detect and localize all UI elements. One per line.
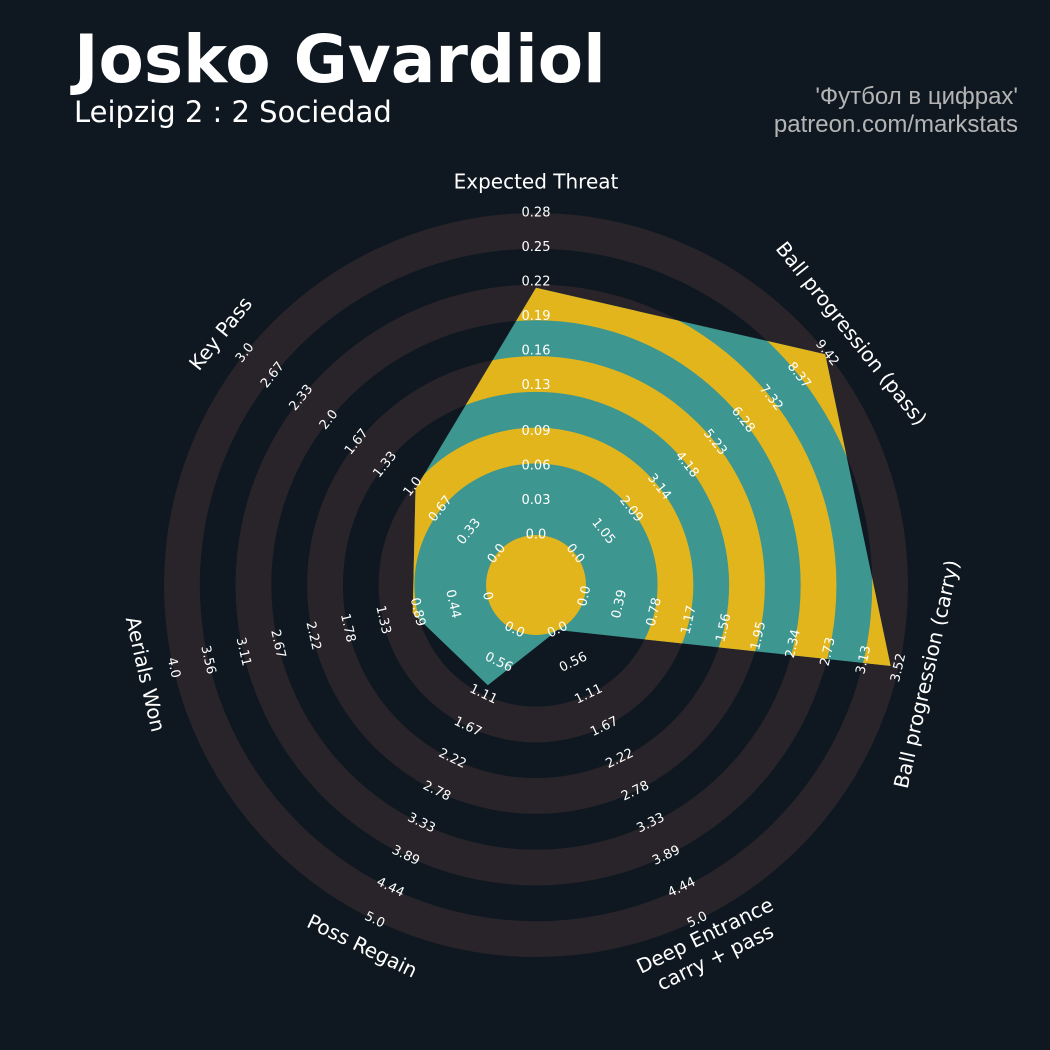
category-label: Expected Threat xyxy=(454,170,619,194)
polygon-ring xyxy=(486,535,586,635)
chart-subtitle: Leipzig 2 : 2 Sociedad xyxy=(74,95,392,129)
tick-label: 0.44 xyxy=(442,588,463,620)
tick-label: 3.56 xyxy=(197,644,218,676)
polygon-rings xyxy=(412,287,891,686)
tick-label: 0.13 xyxy=(522,378,551,393)
tick-label: 1.33 xyxy=(372,604,393,636)
tick-label: 2.22 xyxy=(302,620,323,652)
tick-label: 0.89 xyxy=(407,596,428,628)
tick-label: 0.16 xyxy=(522,344,551,359)
tick-label: 0.0 xyxy=(575,584,594,608)
tick-label: 2.73 xyxy=(818,636,839,668)
tick-label: 0.09 xyxy=(522,424,551,439)
credit: 'Футбол в цифрах' xyxy=(815,83,1018,110)
tick-label: 0 xyxy=(479,590,495,601)
credit: patreon.com/markstats xyxy=(774,111,1018,138)
tick-label: 4.0 xyxy=(164,656,183,680)
tick-label: 0.25 xyxy=(522,240,551,255)
tick-label: 0.0 xyxy=(526,528,547,543)
tick-label: 0.03 xyxy=(522,493,551,508)
tick-label: 2.34 xyxy=(783,628,804,660)
tick-label: 3.11 xyxy=(233,636,254,668)
tick-label: 0.28 xyxy=(522,206,551,221)
chart-title: Josko Gvardiol xyxy=(70,21,606,98)
tick-label: 0.22 xyxy=(522,275,551,290)
tick-label: 0.78 xyxy=(644,596,665,628)
tick-label: 3.13 xyxy=(853,644,874,676)
tick-label: 1.17 xyxy=(679,604,700,636)
tick-label: 1.95 xyxy=(748,620,769,652)
tick-label: 1.78 xyxy=(337,612,358,644)
tick-label: 0.06 xyxy=(522,459,551,474)
tick-label: 1.56 xyxy=(713,612,734,644)
tick-label: 0.19 xyxy=(522,309,551,324)
tick-label: 2.67 xyxy=(267,628,288,660)
tick-label: 0.39 xyxy=(609,588,630,620)
tick-label: 3.52 xyxy=(888,652,909,684)
